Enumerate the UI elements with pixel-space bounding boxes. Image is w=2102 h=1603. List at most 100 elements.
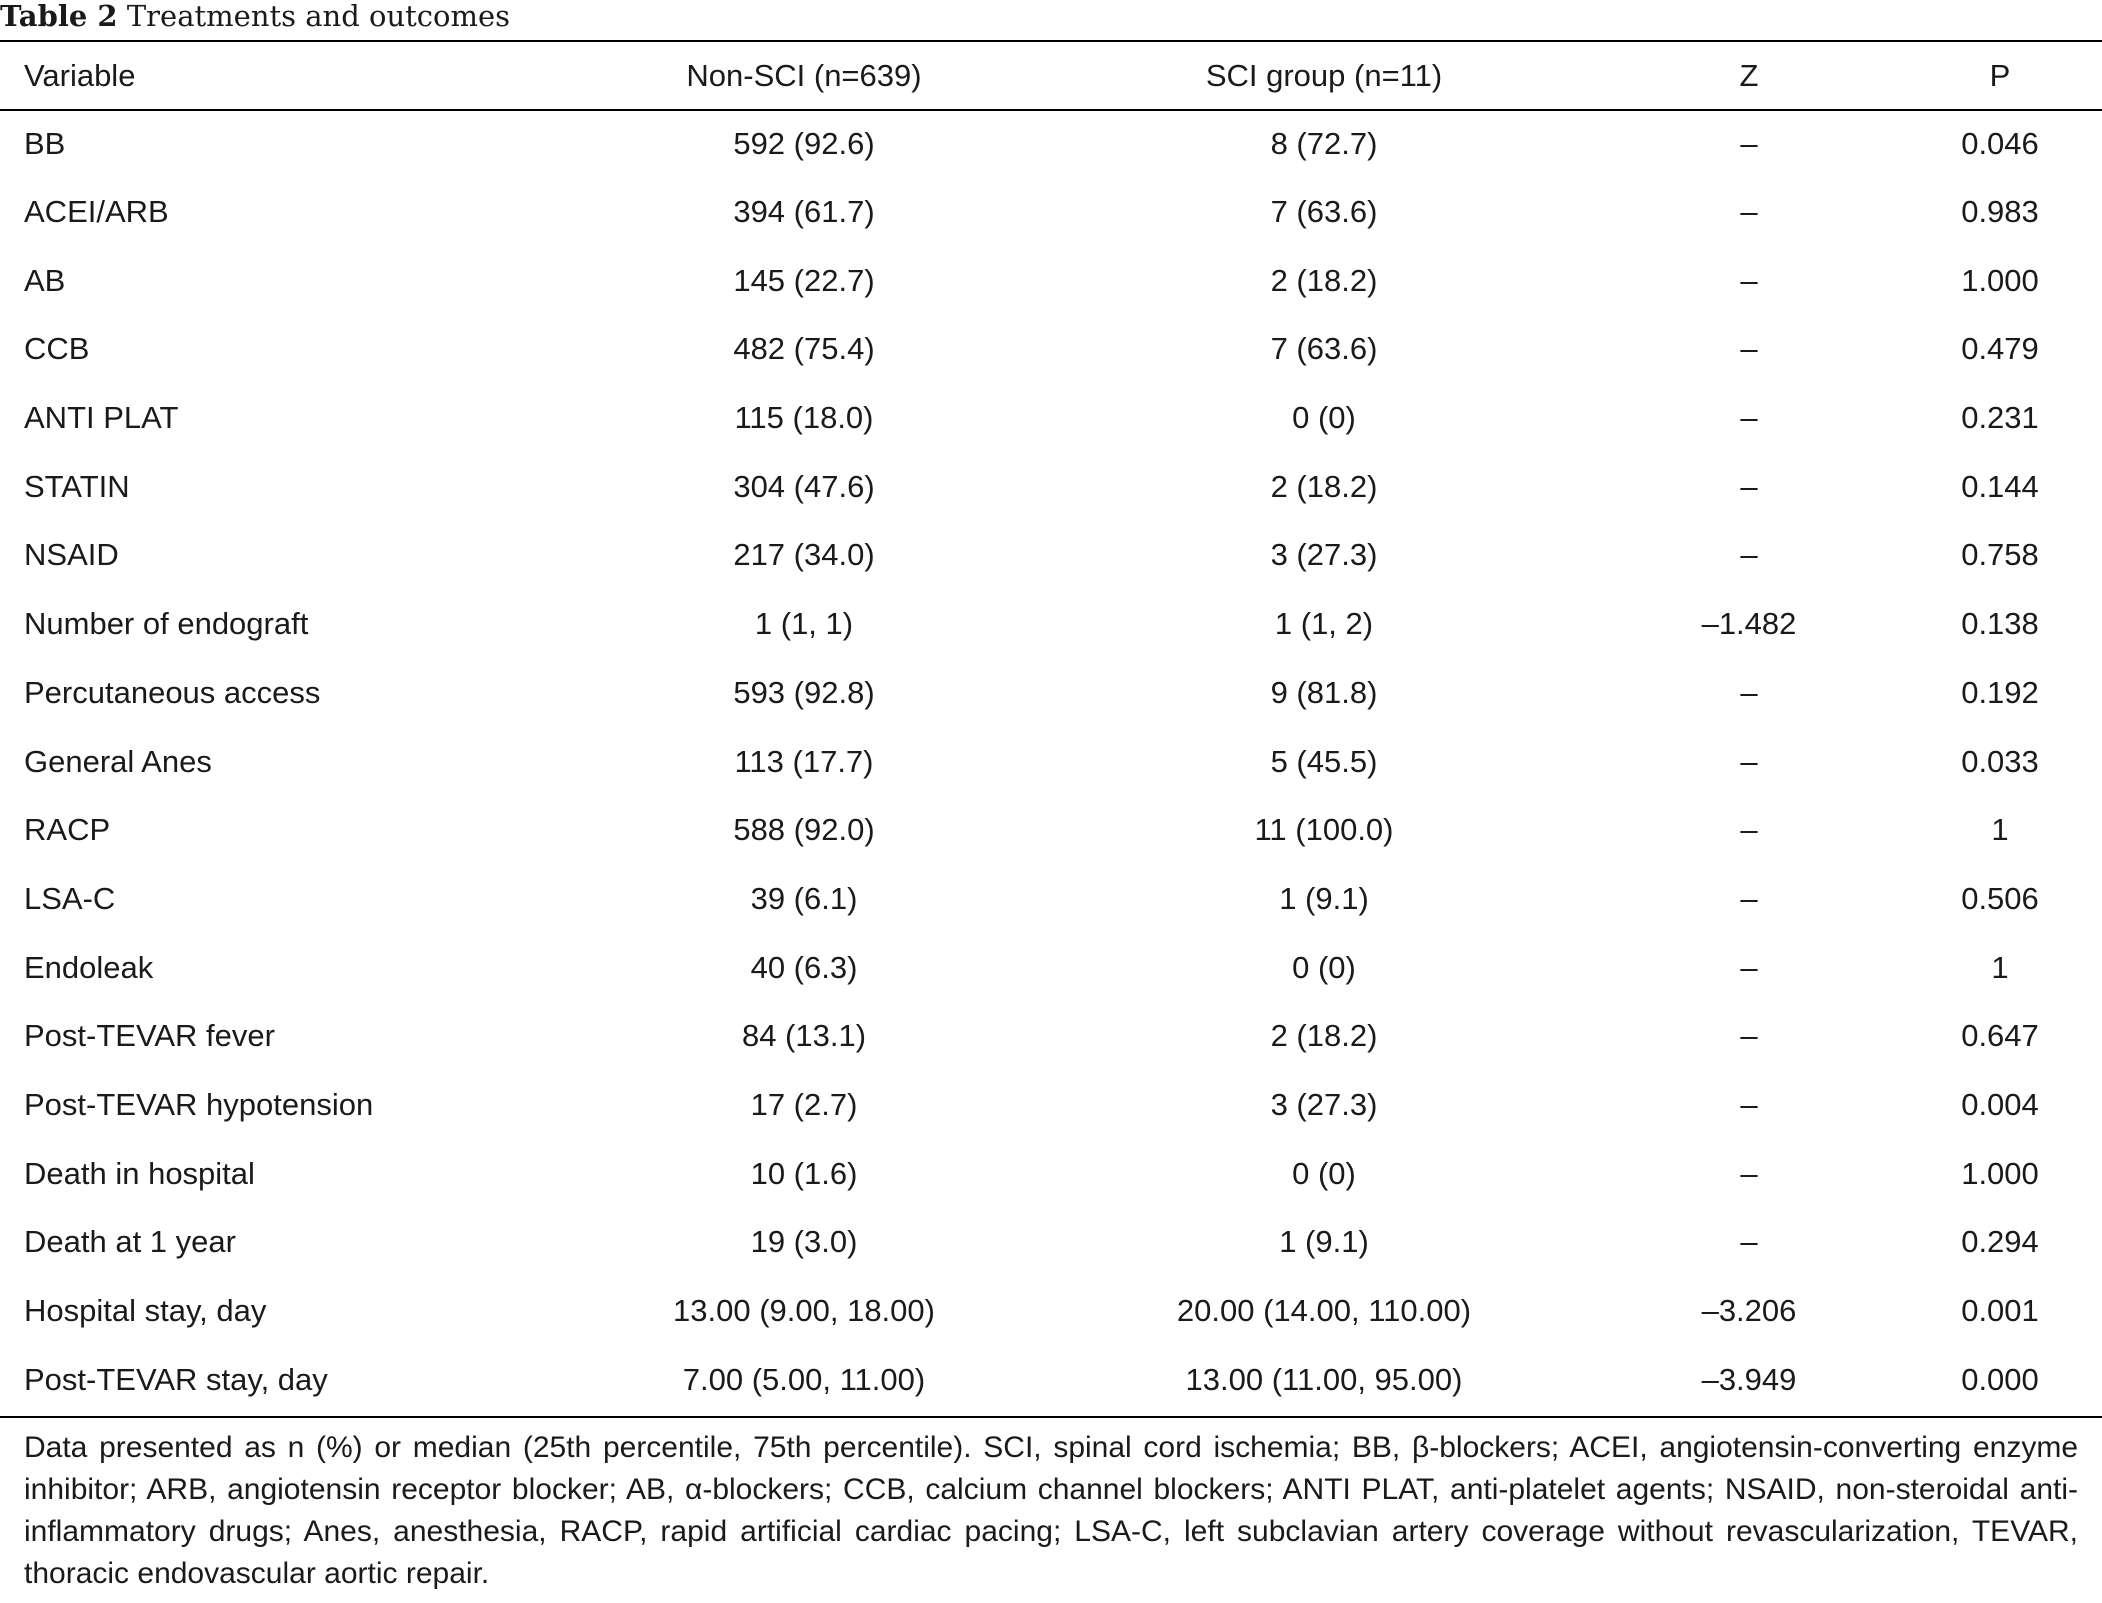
cell-z-value: –	[1740, 1155, 1758, 1191]
cell-variable: Percutaneous access	[24, 674, 321, 710]
cell-sci-group-value: 3 (27.3)	[1270, 1086, 1378, 1122]
cell-variable: General Anes	[24, 743, 212, 779]
cell-sci-group-value: 1 (1, 2)	[1274, 606, 1374, 642]
cell-p-value: 0.294	[1961, 1224, 2039, 1260]
table-caption: Table 2 Treatments and outcomes	[0, 0, 510, 40]
cell-non-sci-value: 7.00 (5.00, 11.00)	[682, 1361, 926, 1397]
cell-z-value: –	[1740, 743, 1758, 779]
cell-z-value: –	[1740, 674, 1758, 710]
table-row: Post-TEVAR fever 84 (13.1) 2 (18.2) – 0.647	[0, 1002, 2102, 1071]
cell-variable: STATIN	[24, 468, 130, 504]
cell-variable: Endoleak	[24, 949, 154, 985]
table-row: Death at 1 year 19 (3.0) 1 (9.1) – 0.294	[0, 1208, 2102, 1277]
cell-non-sci-value: 588 (92.0)	[733, 812, 875, 848]
cell-variable: BB	[24, 126, 66, 162]
cell-variable: ACEI/ARB	[24, 194, 169, 230]
table-row: Endoleak 40 (6.3) 0 (0) – 1	[0, 933, 2102, 1002]
cell-non-sci-value: 145 (22.7)	[733, 262, 875, 298]
table-row: Number of endograft 1 (1, 1) 1 (1, 2) –1.48…	[0, 590, 2102, 659]
header-rule	[0, 109, 2102, 111]
cell-non-sci-value: 40 (6.3)	[750, 949, 858, 985]
cell-non-sci-value: 10 (1.6)	[750, 1155, 858, 1191]
cell-p-value: 0.144	[1961, 468, 2039, 504]
cell-p-value: 0.479	[1961, 331, 2039, 367]
cell-z-value: –	[1740, 1224, 1758, 1260]
cell-z-value: –	[1740, 880, 1758, 916]
cell-p-value: 0.192	[1961, 674, 2039, 710]
cell-sci-group-value: 0 (0)	[1292, 1155, 1356, 1191]
cell-sci-group-value: 0 (0)	[1292, 949, 1356, 985]
top-rule	[0, 40, 2102, 42]
cell-sci-group-value: 9 (81.8)	[1270, 674, 1378, 710]
column-header-non-sci: Non-SCI (n=639)	[686, 57, 922, 93]
table-caption-title: Treatments and outcomes	[126, 0, 511, 33]
cell-z-value: –	[1740, 400, 1758, 436]
cell-sci-group-value: 8 (72.7)	[1270, 126, 1378, 162]
cell-z-value: –	[1740, 1018, 1758, 1054]
table-row: Post-TEVAR stay, day 7.00 (5.00, 11.00) 13…	[0, 1345, 2102, 1414]
table-row: AB 145 (22.7) 2 (18.2) – 1.000	[0, 246, 2102, 315]
cell-variable: Death at 1 year	[24, 1224, 236, 1260]
cell-p-value: 1.000	[1961, 1155, 2039, 1191]
cell-sci-group-value: 3 (27.3)	[1270, 537, 1378, 573]
table-row: BB 592 (92.6) 8 (72.7) – 0.046	[0, 109, 2102, 178]
cell-variable: Post-TEVAR fever	[24, 1018, 275, 1054]
table-row: ANTI PLAT 115 (18.0) 0 (0) – 0.231	[0, 384, 2102, 453]
table-body: BB 592 (92.6) 8 (72.7) – 0.046 ACEI/ARB 394 (6…	[0, 109, 2102, 1414]
table-header-row: Variable Non-SCI (n=639) SCI group (n=11…	[0, 42, 2102, 109]
table-row: ACEI/ARB 394 (61.7) 7 (63.6) – 0.983	[0, 178, 2102, 247]
table-row: Post-TEVAR hypotension 17 (2.7) 3 (27.3) – 0…	[0, 1071, 2102, 1140]
cell-variable: AB	[24, 262, 66, 298]
cell-non-sci-value: 13.00 (9.00, 18.00)	[673, 1293, 935, 1329]
table-row: Hospital stay, day 13.00 (9.00, 18.00) 20.…	[0, 1277, 2102, 1346]
cell-non-sci-value: 304 (47.6)	[733, 468, 875, 504]
cell-p-value: 0.647	[1961, 1018, 2039, 1054]
table-row: Percutaneous access 593 (92.8) 9 (81.8) – 0.…	[0, 659, 2102, 728]
cell-non-sci-value: 592 (92.6)	[733, 126, 875, 162]
cell-sci-group-value: 2 (18.2)	[1270, 468, 1378, 504]
bottom-rule	[0, 1416, 2102, 1418]
table-row: LSA-C 39 (6.1) 1 (9.1) – 0.506	[0, 865, 2102, 934]
cell-sci-group-value: 11 (100.0)	[1254, 812, 1394, 848]
cell-non-sci-value: 39 (6.1)	[750, 880, 858, 916]
column-header-sci-group: SCI group (n=11)	[1205, 57, 1443, 93]
cell-non-sci-value: 113 (17.7)	[734, 743, 874, 779]
cell-non-sci-value: 84 (13.1)	[741, 1018, 867, 1054]
cell-p-value: 0.758	[1961, 537, 2039, 573]
cell-sci-group-value: 2 (18.2)	[1270, 1018, 1378, 1054]
cell-sci-group-value: 1 (9.1)	[1279, 1224, 1369, 1260]
cell-p-value: 0.231	[1961, 400, 2039, 436]
cell-variable: Post-TEVAR stay, day	[24, 1361, 328, 1397]
column-header-z: Z	[1739, 57, 1759, 93]
cell-p-value: 0.983	[1961, 194, 2039, 230]
cell-p-value: 0.138	[1961, 606, 2039, 642]
cell-variable: Hospital stay, day	[24, 1293, 267, 1329]
column-header-p: P	[1989, 57, 2011, 93]
table-footnote: Data presented as n (%) or median (25th …	[24, 1431, 2078, 1590]
cell-p-value: 0.506	[1961, 880, 2039, 916]
cell-p-value: 1.000	[1961, 262, 2039, 298]
cell-sci-group-value: 13.00 (11.00, 95.00)	[1185, 1361, 1463, 1397]
cell-variable: LSA-C	[24, 880, 116, 916]
cell-sci-group-value: 7 (63.6)	[1270, 331, 1378, 367]
cell-non-sci-value: 115 (18.0)	[734, 400, 874, 436]
cell-z-value: –	[1740, 949, 1758, 985]
table-row: Death in hospital 10 (1.6) 0 (0) – 1.000	[0, 1139, 2102, 1208]
cell-variable: CCB	[24, 331, 90, 367]
cell-p-value: 0.046	[1961, 126, 2039, 162]
cell-sci-group-value: 1 (9.1)	[1279, 880, 1369, 916]
table-caption-label: Table 2	[0, 0, 118, 33]
cell-p-value: 0.001	[1961, 1293, 2039, 1329]
cell-z-value: –	[1740, 126, 1758, 162]
cell-variable: Number of endograft	[24, 606, 309, 642]
cell-variable: RACP	[24, 812, 111, 848]
cell-sci-group-value: 0 (0)	[1292, 400, 1356, 436]
cell-variable: NSAID	[24, 537, 119, 573]
cell-non-sci-value: 17 (2.7)	[750, 1086, 858, 1122]
cell-p-value: 0.004	[1961, 1086, 2039, 1122]
cell-non-sci-value: 19 (3.0)	[750, 1224, 858, 1260]
table-row: RACP 588 (92.0) 11 (100.0) – 1	[0, 796, 2102, 865]
cell-z-value: –	[1740, 812, 1758, 848]
cell-variable: Death in hospital	[24, 1155, 255, 1191]
cell-p-value: 0.033	[1961, 743, 2039, 779]
